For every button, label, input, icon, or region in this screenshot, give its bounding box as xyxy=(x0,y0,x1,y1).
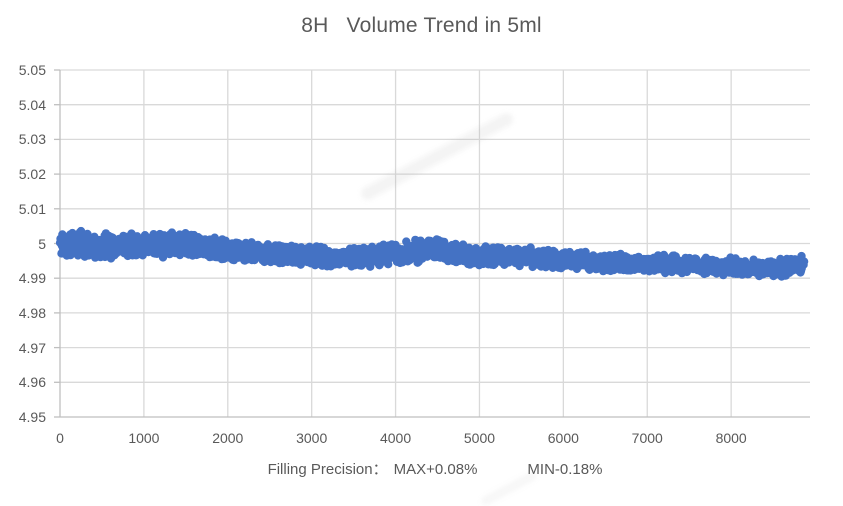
footer-max-value: MAX+0.08% xyxy=(393,461,478,478)
y-tick-label: 5.05 xyxy=(18,62,46,78)
y-tick-label: 4.99 xyxy=(18,270,46,287)
y-tick-label: 4.97 xyxy=(18,339,46,356)
y-tick-label: 5.02 xyxy=(18,166,46,183)
y-tick-label: 5 xyxy=(38,235,46,252)
x-tick-label: 3000 xyxy=(296,430,328,446)
x-tick-label: 4000 xyxy=(379,430,412,446)
x-tick-label: 8000 xyxy=(715,430,747,446)
footer-label: Filling Precision： xyxy=(267,461,388,478)
y-tick-label: 4.98 xyxy=(18,304,46,321)
y-tick-label: 4.95 xyxy=(18,409,46,425)
y-tick-label: 5.03 xyxy=(18,131,46,148)
y-tick-label: 5.04 xyxy=(18,96,46,113)
x-tick-label: 5000 xyxy=(463,430,496,446)
y-tick-label: 5.01 xyxy=(18,200,46,217)
chart-title: 8H Volume Trend in 5ml xyxy=(301,14,542,37)
y-tick-label: 4.96 xyxy=(18,374,46,391)
scatter-series xyxy=(55,226,809,281)
x-tick-label: 7000 xyxy=(631,430,663,446)
x-tick-label: 2000 xyxy=(212,430,244,446)
x-tick-label: 6000 xyxy=(547,430,579,446)
footer-min-value: MIN-0.18% xyxy=(527,461,603,478)
x-tick-label: 0 xyxy=(56,430,64,446)
x-axis-title: Filling Precision： MAX+0.08% MIN-0.18% xyxy=(60,458,810,479)
x-tick-label: 1000 xyxy=(128,430,160,446)
